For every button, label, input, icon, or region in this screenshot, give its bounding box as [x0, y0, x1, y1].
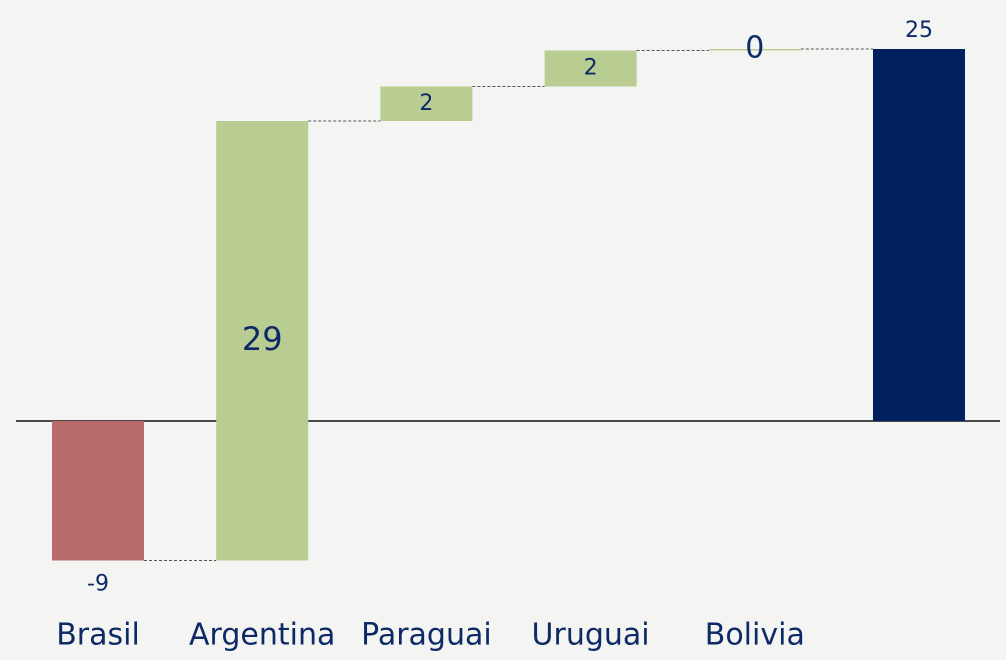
bar	[380, 86, 473, 121]
bar	[544, 50, 637, 87]
data-label: -9	[87, 572, 109, 597]
category-label: Paraguai	[361, 618, 492, 653]
data-label: 25	[905, 18, 933, 43]
data-label: 29	[242, 320, 283, 358]
category-label: Uruguai	[532, 618, 650, 653]
bar	[216, 121, 309, 561]
data-label: 2	[584, 56, 598, 81]
category-label: Bolivia	[705, 618, 805, 653]
bar	[873, 49, 965, 421]
category-label: Argentina	[189, 618, 335, 653]
bar	[52, 421, 144, 561]
category-label: Brasil	[56, 618, 140, 653]
data-label: 0	[745, 31, 764, 66]
data-label: 2	[419, 91, 433, 116]
bar	[708, 49, 801, 51]
